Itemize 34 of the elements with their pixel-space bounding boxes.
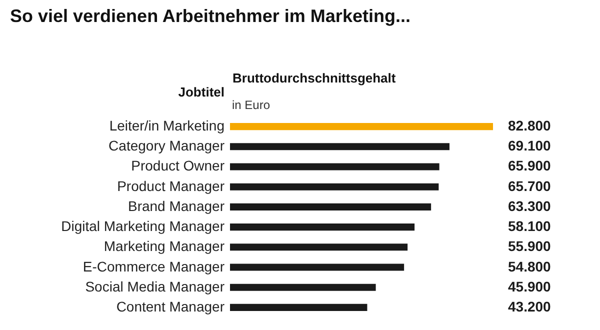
x-axis-title: Bruttodurchschnittsgehalt xyxy=(232,70,396,86)
bar xyxy=(230,163,440,170)
data-label: 82.800 xyxy=(508,118,552,134)
data-label: 58.100 xyxy=(508,218,552,234)
y-tick-label: Product Owner xyxy=(131,158,225,174)
y-tick-label: Category Manager xyxy=(108,138,225,154)
data-label: 45.900 xyxy=(508,278,552,294)
bar xyxy=(230,123,493,130)
text: in Euro xyxy=(232,98,270,112)
bar xyxy=(230,203,432,210)
chart-title: So viel verdienen Arbeitnehmer im Marketing... xyxy=(10,6,410,26)
data-label: 65.900 xyxy=(508,158,552,174)
bar xyxy=(230,284,376,291)
y-tick-label: Content Manager xyxy=(116,298,225,314)
y-tick-label: E-Commerce Manager xyxy=(82,258,225,274)
y-tick-label: Product Manager xyxy=(117,178,225,194)
data-label: 54.800 xyxy=(508,258,552,274)
data-label: 69.100 xyxy=(508,138,552,154)
bar xyxy=(230,183,439,190)
bar xyxy=(230,224,415,231)
data-label: 43.200 xyxy=(508,298,552,314)
bar xyxy=(230,143,450,150)
y-tick-label: Social Media Manager xyxy=(85,278,225,294)
bar xyxy=(230,244,408,251)
data-label: 63.300 xyxy=(508,198,552,214)
data-label: 65.700 xyxy=(508,178,552,194)
y-axis-title: Jobtitel xyxy=(178,84,224,100)
y-tick-label: Digital Marketing Manager xyxy=(61,218,225,234)
y-tick-label: Marketing Manager xyxy=(104,238,225,254)
bar xyxy=(230,264,404,271)
bar xyxy=(230,304,368,311)
y-tick-label: Brand Manager xyxy=(128,198,225,214)
y-tick-label: Leiter/in Marketing xyxy=(109,118,224,134)
data-label: 55.900 xyxy=(508,238,552,254)
